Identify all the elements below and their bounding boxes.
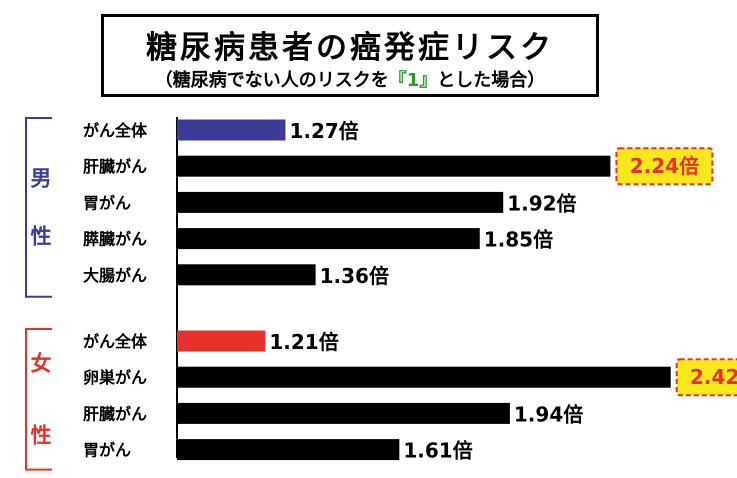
highlight-callout [615,147,714,186]
bar [177,402,510,424]
bar [177,439,400,461]
category-label: 胃がん [83,441,131,460]
group-label-char: 女 [31,351,52,375]
group-label-char: 男 [31,166,52,190]
bar [177,119,286,141]
subtitle-highlight: 『1』 [388,70,438,91]
category-label: 胃がん [83,193,131,212]
value-label: 1.85倍 [484,228,553,252]
highlight-callout [675,358,737,397]
bar [177,366,671,388]
bar [177,264,316,286]
value-label-highlight: 2.24倍 [630,154,699,178]
category-label: 肝臓がん [83,157,147,176]
chart-subtitle: （糖尿病でない人のリスクを『1』とした場合） [104,66,596,92]
value-label: 1.92倍 [507,191,576,215]
subtitle-prefix: （糖尿病でない人のリスクを [154,70,389,91]
title-box: 糖尿病患者の癌発症リスク （糖尿病でない人のリスクを『1』とした場合） [101,14,599,97]
value-label: 1.27倍 [289,119,358,143]
category-label: 肝臓がん [83,404,147,423]
group-bracket [25,328,52,471]
group-bracket [25,117,52,298]
value-label: 1.61倍 [403,439,472,463]
category-label: がん全体 [83,121,148,140]
bar [177,330,266,352]
group-label-char: 性 [31,224,52,248]
bar [177,155,611,177]
subtitle-suffix: とした場合） [437,70,546,91]
group-label-char: 性 [31,423,52,447]
value-label: 1.21倍 [269,330,338,354]
value-label: 1.36倍 [320,264,389,288]
bar [177,191,504,213]
bar [177,228,480,250]
category-label: 卵巣がん [83,368,147,387]
value-label-highlight: 2.42倍 [690,365,737,389]
chart-title: 糖尿病患者の癌発症リスク [146,30,554,66]
category-label: 膵臓がん [83,230,147,249]
category-label: 大腸がん [83,266,147,285]
category-label: がん全体 [83,332,148,351]
value-label: 1.94倍 [514,402,583,426]
